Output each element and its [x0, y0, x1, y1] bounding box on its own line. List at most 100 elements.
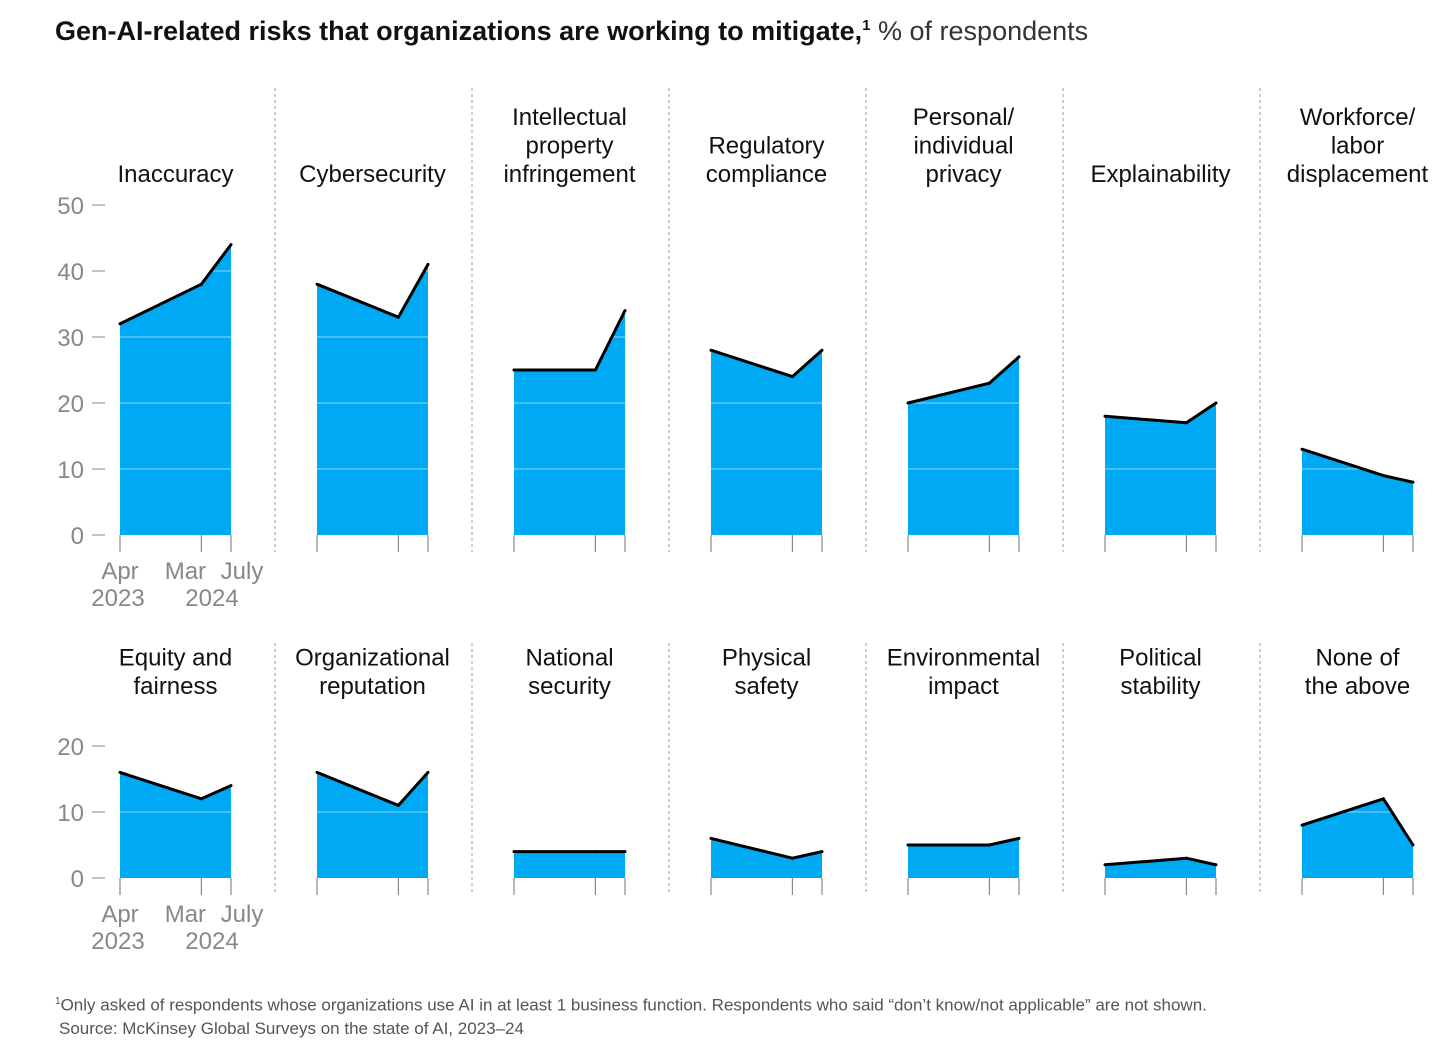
panel-title: Regulatory: [708, 133, 824, 160]
panel: Inaccuracy Apr Mar July 2023 2024: [91, 161, 263, 612]
y-tick-label: 10: [57, 457, 84, 484]
y-tick-label: 30: [57, 325, 84, 352]
footnote-text: Only asked of respondents whose organiza…: [60, 995, 1207, 1015]
data-point: [820, 850, 824, 854]
panel-title: Organizational: [295, 645, 450, 672]
area-fill: [908, 356, 1019, 535]
panel: Explainability: [1062, 88, 1231, 552]
data-point: [906, 843, 910, 847]
x-tick-label: Mar: [165, 901, 206, 928]
panel-title: compliance: [706, 161, 827, 188]
y-tick-label: 50: [57, 193, 84, 220]
chart-subtitle: % of respondents: [878, 16, 1089, 46]
data-point: [623, 309, 627, 313]
chart-footer: 1Only asked of respondents whose organiz…: [55, 990, 1207, 1040]
data-point: [1300, 823, 1304, 827]
panel-title: fairness: [133, 673, 217, 700]
panel-title: Equity and: [119, 645, 232, 672]
panel-title: Political: [1119, 645, 1202, 672]
data-point: [1381, 797, 1385, 801]
x-year-label: 2024: [185, 928, 238, 955]
data-point: [1103, 863, 1107, 867]
x-tick-label: Mar: [165, 558, 206, 585]
panel-title: property: [525, 133, 613, 160]
data-point: [426, 770, 430, 774]
data-point: [1184, 421, 1188, 425]
data-point: [315, 770, 319, 774]
data-point: [396, 803, 400, 807]
y-tick-label: 40: [57, 259, 84, 286]
data-point: [1103, 414, 1107, 418]
footnote: 1Only asked of respondents whose organiz…: [55, 990, 1207, 1017]
source-note: Source: McKinsey Global Surveys on the s…: [59, 1018, 524, 1038]
small-multiples-chart: 0 10 20 30 40 50 Inaccuracy Apr Mar July 2023 2024 C…: [57, 88, 1429, 956]
panel-title: reputation: [319, 673, 426, 700]
panel-title: Environmental: [887, 645, 1040, 672]
data-point: [512, 368, 516, 372]
panel-title: individual: [913, 133, 1013, 160]
data-point: [790, 375, 794, 379]
x-tick-label: Apr: [101, 558, 138, 585]
panel-title: safety: [734, 673, 798, 700]
y-tick-label: 10: [57, 800, 84, 827]
x-tick-label: Apr: [101, 901, 138, 928]
data-point: [1184, 856, 1188, 860]
area-fill: [317, 264, 428, 535]
panel-title: Cybersecurity: [299, 161, 446, 188]
area-fill: [908, 838, 1019, 878]
x-year-label: 2023: [91, 928, 144, 955]
chart-title: Gen-AI-related risks that organizations …: [55, 16, 1088, 47]
x-tick-label: July: [221, 901, 264, 928]
y-tick-label: 20: [57, 734, 84, 761]
panel-title: displacement: [1287, 161, 1429, 188]
data-point: [229, 243, 233, 247]
panel-title: labor: [1331, 133, 1384, 160]
x-year-label: 2023: [91, 585, 144, 612]
area-fill: [317, 772, 428, 878]
data-point: [396, 315, 400, 319]
data-point: [1214, 863, 1218, 867]
area-fill: [1302, 798, 1413, 878]
data-point: [118, 770, 122, 774]
data-point: [1017, 355, 1021, 359]
data-point: [709, 836, 713, 840]
x-year-label: 2024: [185, 585, 238, 612]
panel: Cybersecurity: [274, 88, 446, 552]
y-tick-label: 20: [57, 391, 84, 418]
data-point: [1300, 447, 1304, 451]
data-point: [315, 282, 319, 286]
panel-title: the above: [1305, 673, 1410, 700]
area-fill: [711, 350, 822, 535]
data-point: [906, 401, 910, 405]
data-point: [987, 381, 991, 385]
data-point: [1411, 480, 1415, 484]
data-point: [1411, 843, 1415, 847]
panel-title: Personal/: [913, 104, 1015, 131]
panel-title: stability: [1120, 673, 1200, 700]
data-point: [199, 797, 203, 801]
footnote-mark: 1: [55, 996, 61, 1007]
panel-title: None of: [1315, 645, 1399, 672]
area-fill: [514, 851, 625, 878]
panel-title: impact: [928, 673, 999, 700]
data-point: [820, 348, 824, 352]
data-point: [987, 843, 991, 847]
title-footnote-mark: 1: [862, 17, 871, 34]
data-point: [118, 322, 122, 326]
chart-title-main: Gen-AI-related risks that organizations …: [55, 16, 863, 46]
panel-title: Workforce/: [1300, 104, 1416, 131]
area-fill: [120, 244, 231, 535]
area-fill: [1302, 449, 1413, 535]
chart-row-1: 0 10 20 30 40 50 Inaccuracy Apr Mar July 2023 2024 C…: [57, 88, 1429, 612]
